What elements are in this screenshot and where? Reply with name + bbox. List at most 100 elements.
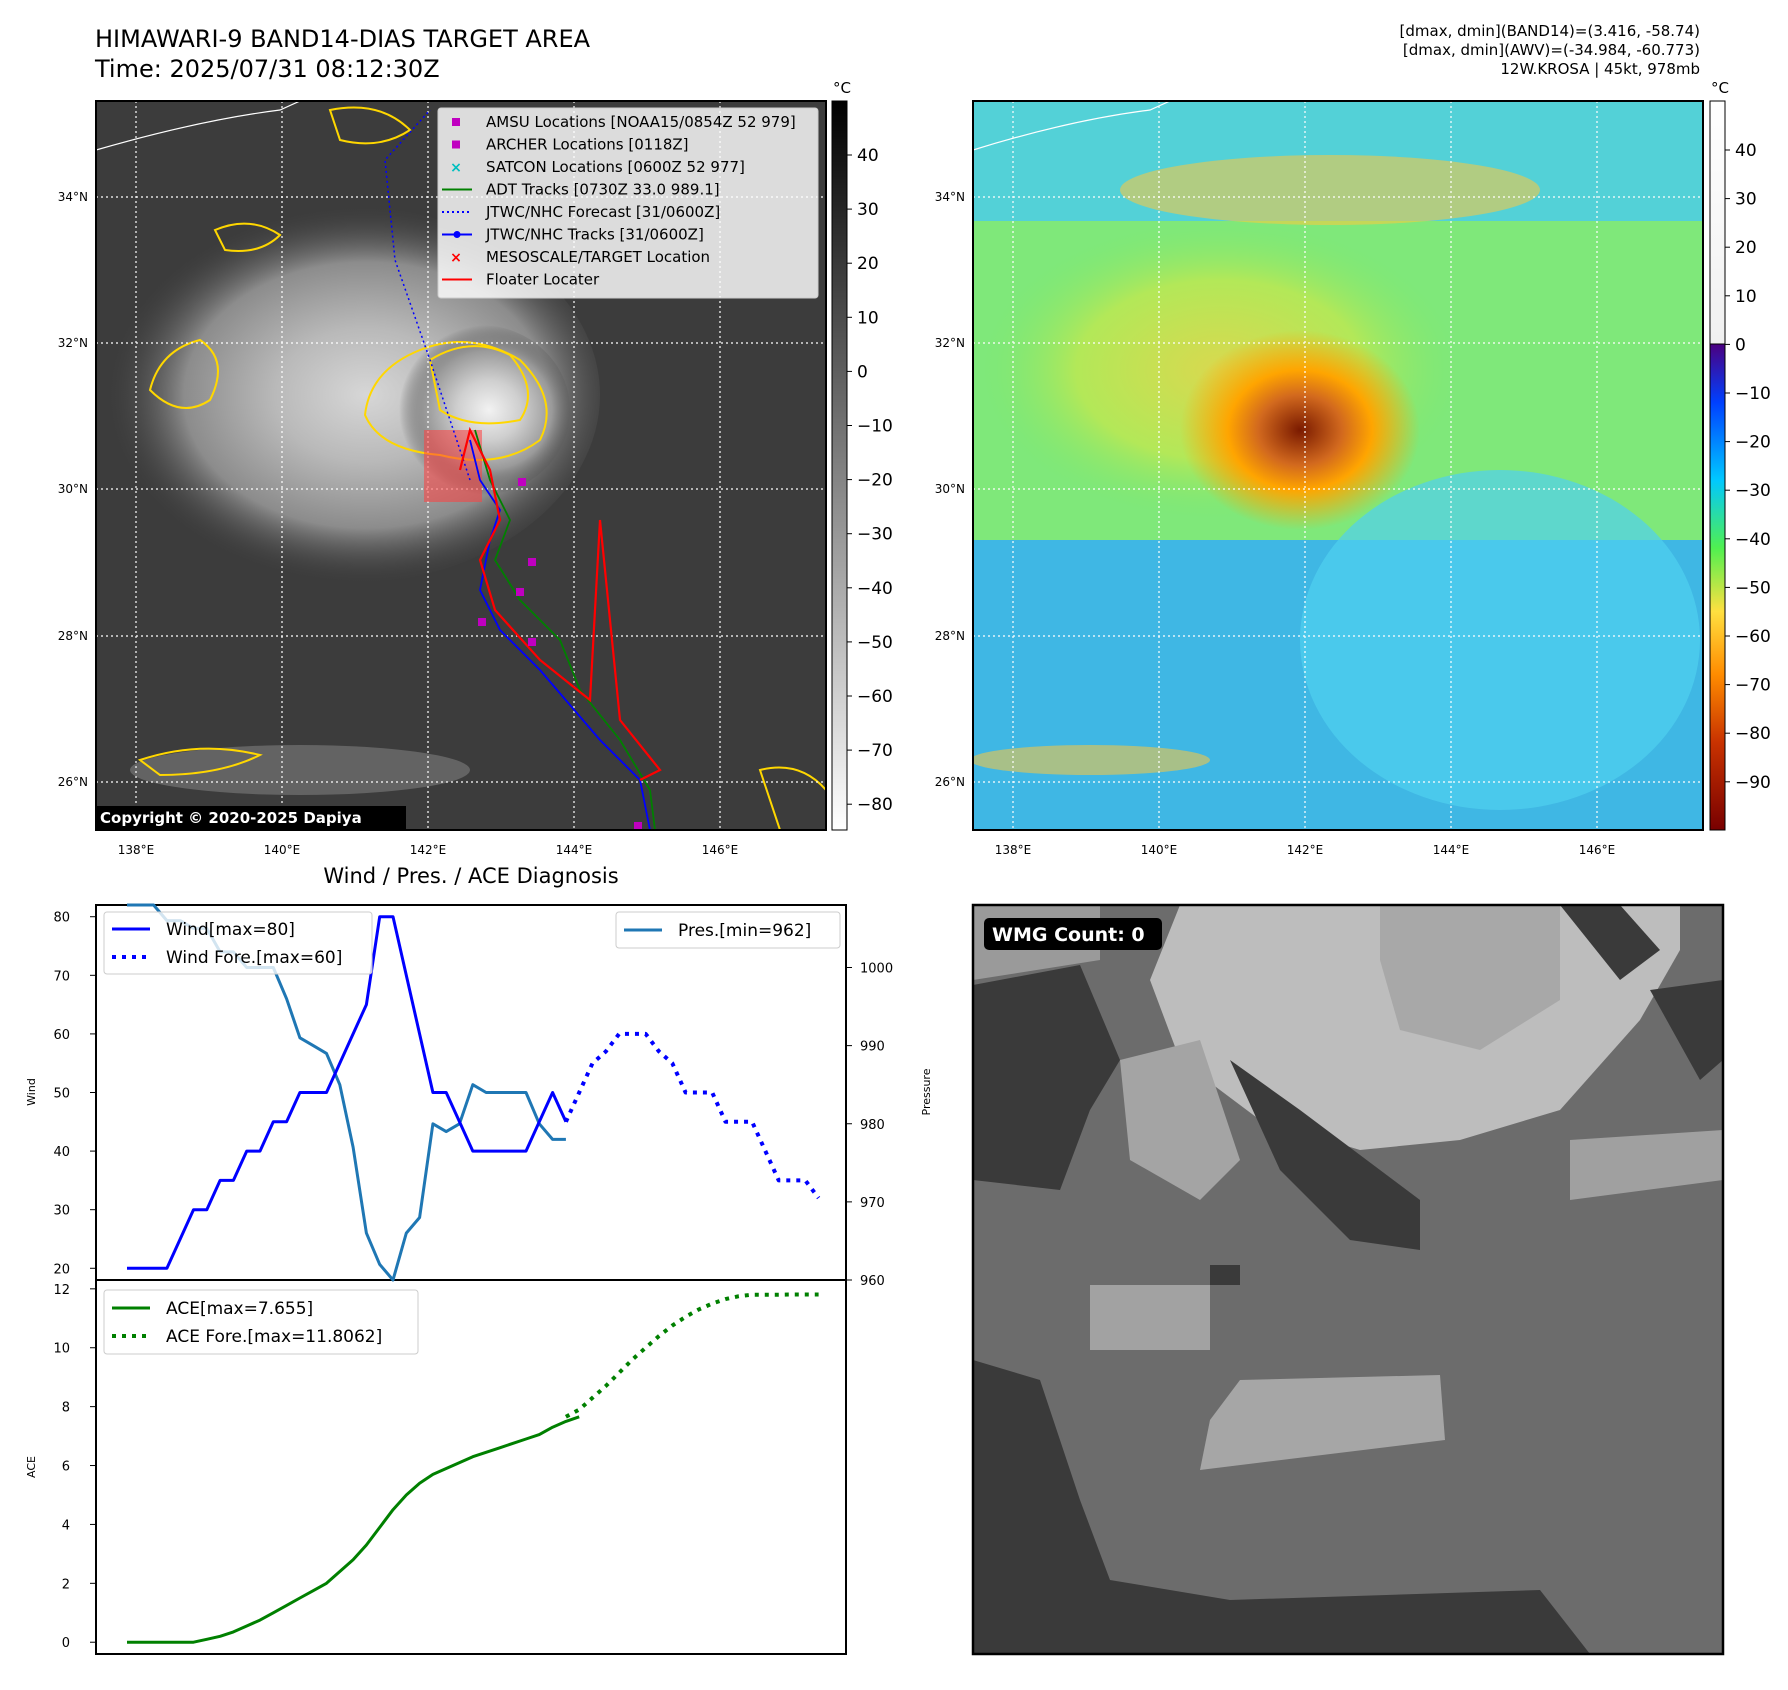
wv-colorbar-tick-label: −10 xyxy=(1735,384,1771,404)
wind-legend: Wind[max=80] Wind Fore.[max=60] xyxy=(103,911,373,975)
ir-lat-tick: 28°N xyxy=(58,629,88,643)
wv-lat-tick: 30°N xyxy=(935,482,965,496)
legend-item: ADT Tracks [0730Z 33.0 989.1] xyxy=(442,181,720,199)
wmg-panel: WMG Count: 0 xyxy=(971,903,1725,1656)
ir-lat-tick: 26°N xyxy=(58,775,88,789)
wind-series-line xyxy=(127,915,568,1270)
ir-lat-tick: 30°N xyxy=(58,482,88,496)
pressure-axis-label: Pressure xyxy=(920,1068,933,1115)
ace-ytick-label: 2 xyxy=(62,1577,70,1592)
wind-ytick-label: 60 xyxy=(53,1028,70,1043)
pressure-ytick-label: 960 xyxy=(860,1274,885,1289)
wv-colorbar-tick-label: 20 xyxy=(1735,238,1757,258)
ir-lon-tick: 142°E xyxy=(410,843,447,857)
pressure-ytick-label: 990 xyxy=(860,1040,885,1055)
ir-colorbar-tick-label: 40 xyxy=(857,146,879,166)
wv-map-panel: 138°E 140°E 142°E 144°E 146°E 34°N 32°N … xyxy=(935,79,1771,857)
wv-lat-tick: 34°N xyxy=(935,190,965,204)
wv-colorbar-tick-label: −90 xyxy=(1735,773,1771,793)
wv-map-frame xyxy=(972,100,1704,831)
ir-colorbar-tick-label: −30 xyxy=(857,525,893,545)
wv-colorbar-top xyxy=(1709,100,1726,345)
wv-colorbar-tick-label: −30 xyxy=(1735,481,1771,501)
ir-colorbar-tick-label: 20 xyxy=(857,254,879,274)
title-line-1: HIMAWARI-9 BAND14-DIAS TARGET AREA xyxy=(95,25,591,53)
wv-lat-tick: 26°N xyxy=(935,775,965,789)
ir-lon-tick: 146°E xyxy=(702,843,739,857)
wv-band-north xyxy=(1120,155,1540,225)
ir-contours xyxy=(137,106,826,830)
legend-label: AMSU Locations [NOAA15/0854Z 52 979] xyxy=(486,113,796,131)
wind-ytick-label: 40 xyxy=(53,1145,70,1160)
ir-map-legend: AMSU Locations [NOAA15/0854Z 52 979] ARCH… xyxy=(437,107,819,299)
legend-item: JTWC/NHC Tracks [31/0600Z] xyxy=(442,226,704,244)
wind-ytick-label: 70 xyxy=(53,969,70,984)
wv-lat-tick: 32°N xyxy=(935,336,965,350)
ace-fore-legend-label: ACE Fore.[max=11.8062] xyxy=(166,1327,382,1347)
wind-ytick-label: 20 xyxy=(53,1262,70,1277)
ir-axis-labels: 138°E 140°E 142°E 144°E 146°E 34°N 32°N … xyxy=(58,190,739,857)
ir-colorbar-tick-label: −50 xyxy=(857,633,893,653)
ir-colorbar-tick-label: −70 xyxy=(857,741,893,761)
x-marker-icon: × xyxy=(450,160,462,176)
jtwc-forecast-track xyxy=(384,109,471,481)
ir-colorbar-tick-label: 30 xyxy=(857,200,879,220)
wind-legend-label: Wind[max=80] xyxy=(166,920,295,940)
legend-label: SATCON Locations [0600Z 52 977] xyxy=(486,158,745,176)
title-line-2: Time: 2025/07/31 08:12:30Z xyxy=(95,55,440,83)
pressure-legend-label: Pres.[min=962] xyxy=(678,921,811,941)
legend-item: JTWC/NHC Forecast [31/0600Z] xyxy=(442,203,720,221)
legend-label: JTWC/NHC Forecast [31/0600Z] xyxy=(485,203,720,221)
ir-colorbar-tick-label: −10 xyxy=(857,417,893,437)
ace-legend: ACE[max=7.655] ACE Fore.[max=11.8062] xyxy=(103,1289,419,1355)
wv-colorbar-tick-label: −60 xyxy=(1735,627,1771,647)
target-area-box xyxy=(424,430,482,502)
legend-label: ARCHER Locations [0118Z] xyxy=(486,136,689,154)
wv-lon-tick: 140°E xyxy=(1141,843,1178,857)
wv-coastline xyxy=(973,101,1171,151)
square-marker-icon xyxy=(452,118,460,126)
wv-colorbar-unit: °C xyxy=(1711,79,1729,97)
ace-ytick-label: 10 xyxy=(53,1342,70,1357)
ir-lat-tick: 34°N xyxy=(58,190,88,204)
legend-item: × MESOSCALE/TARGET Location xyxy=(450,248,710,266)
ir-colorbar-tick-label: 10 xyxy=(857,308,879,328)
wv-dry-slot xyxy=(1300,470,1700,810)
ir-coastline xyxy=(96,101,301,151)
floater-locater-track xyxy=(458,426,662,781)
ace-axis-label: ACE xyxy=(25,1456,38,1478)
legend-label: Floater Locater xyxy=(486,271,600,289)
diagnosis-chart: Wind / Pres. / ACE Diagnosis Wind Pressu… xyxy=(25,864,933,1655)
copyright-box xyxy=(96,806,406,830)
ace-ytick-label: 4 xyxy=(62,1518,70,1533)
jtwc-best-track xyxy=(469,439,651,830)
wv-colorbar-tick-label: −20 xyxy=(1735,433,1771,453)
legend-item: × SATCON Locations [0600Z 52 977] xyxy=(450,158,745,176)
wind-axis-label: Wind xyxy=(25,1078,38,1106)
ace-series-line xyxy=(127,1415,580,1644)
wmg-frame xyxy=(971,903,1725,1656)
info-line-2: [dmax, dmin](AWV)=(-34.984, -60.773) xyxy=(1402,41,1700,59)
ir-lon-tick: 140°E xyxy=(264,843,301,857)
x-marker-icon: × xyxy=(450,250,462,266)
ir-map-panel: Copyright © 2020-2025 Dapiya AMSU Locati… xyxy=(58,79,893,857)
ir-colorbar-tick-label: −80 xyxy=(857,795,893,815)
legend-item: Floater Locater xyxy=(442,271,600,289)
wv-colorbar-tick-label: −40 xyxy=(1735,530,1771,550)
legend-box xyxy=(437,107,819,299)
adt-track xyxy=(474,429,656,830)
ir-colorbar-ramp xyxy=(831,100,848,831)
wv-colorbar-ramp xyxy=(1709,343,1726,831)
legend-label: MESOSCALE/TARGET Location xyxy=(486,248,710,266)
wind-ytick-label: 30 xyxy=(53,1204,70,1219)
ir-lon-tick: 144°E xyxy=(556,843,593,857)
info-line-1: [dmax, dmin](BAND14)=(3.416, -58.74) xyxy=(1399,22,1700,40)
dot-icon xyxy=(453,231,461,238)
wv-axis-labels: 138°E 140°E 142°E 144°E 146°E 34°N 32°N … xyxy=(935,190,1616,857)
wv-lon-tick: 146°E xyxy=(1579,843,1616,857)
ir-lat-tick: 32°N xyxy=(58,336,88,350)
wv-colorbar-tick-label: 10 xyxy=(1735,287,1757,307)
wv-colorbar: °C 40 30 20 10 0 −10 −20 −30 −40 −50 −60 −70 −80 −90 xyxy=(1709,79,1771,831)
ir-lon-tick: 138°E xyxy=(118,843,155,857)
